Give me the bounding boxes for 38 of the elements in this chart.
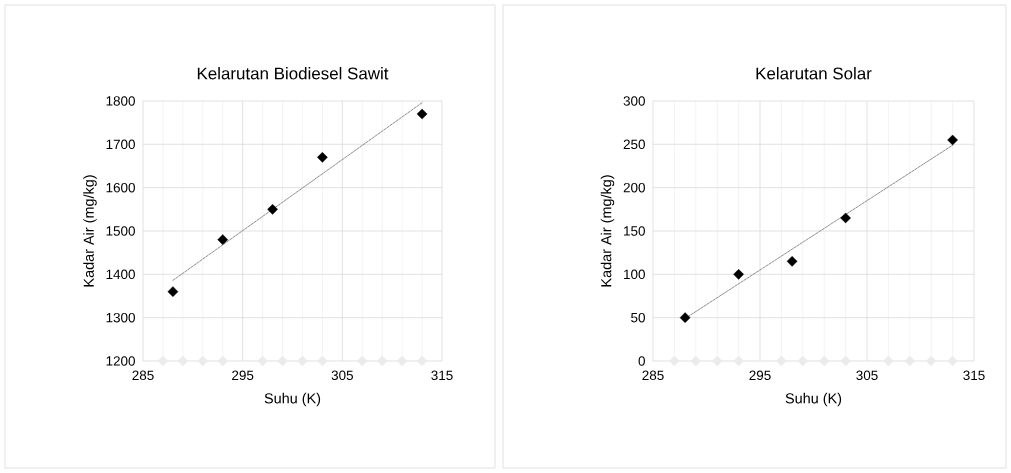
- x-tick-label: 315: [431, 370, 453, 381]
- y-tick-label: 1600: [106, 182, 135, 193]
- point: [267, 204, 278, 215]
- y-tick-label: 1500: [106, 226, 135, 236]
- y-tick-label: 0: [638, 356, 645, 366]
- y-tick-label: 1200: [106, 356, 135, 366]
- point: [947, 134, 958, 146]
- x-tick-label: 285: [642, 370, 664, 381]
- chart-title: Kelarutan Solar: [756, 67, 872, 80]
- x-tick-label: 295: [749, 370, 771, 381]
- x-tick-label: 285: [132, 370, 154, 381]
- point: [786, 256, 798, 267]
- y-tick-label: 150: [624, 226, 645, 236]
- y-axis-title: Kadar Air (mg/kg): [600, 175, 615, 287]
- y-tick-label: 1800: [106, 96, 135, 106]
- point: [217, 234, 229, 245]
- y-tick-label: 1400: [106, 269, 135, 280]
- point: [167, 286, 179, 297]
- x-tick-label: 295: [232, 370, 254, 381]
- point: [840, 212, 851, 224]
- x-tick-label: 305: [856, 370, 878, 381]
- y-tick-label: 300: [623, 96, 645, 106]
- point: [416, 108, 428, 120]
- y-tick-label: 1700: [106, 139, 135, 150]
- x-axis-title: Suhu (K): [264, 392, 321, 407]
- chart-title: Kelarutan Biodiesel Sawit: [197, 67, 389, 80]
- point: [679, 312, 691, 323]
- y-tick-label: 1300: [106, 312, 135, 323]
- point: [317, 152, 328, 163]
- x-tick-label: 315: [963, 370, 985, 381]
- y-tick-label: 50: [631, 312, 645, 323]
- x-axis-title: Suhu (K): [785, 392, 842, 407]
- y-tick-label: 200: [623, 182, 645, 193]
- y-axis-title: Kadar Air (mg/kg): [83, 175, 97, 287]
- point: [733, 269, 744, 280]
- x-tick-label: 305: [331, 370, 353, 381]
- y-tick-label: 100: [624, 269, 645, 280]
- y-tick-label: 250: [623, 139, 645, 150]
